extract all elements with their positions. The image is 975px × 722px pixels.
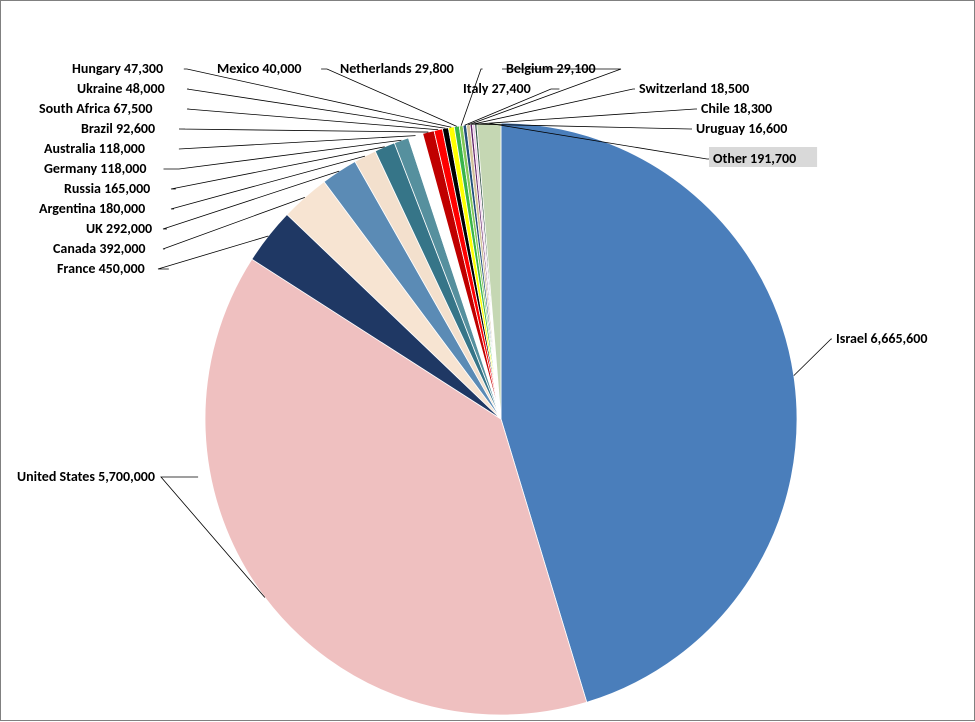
slice-label-uk: UK 292,000 [86,220,152,237]
slice-label-germany: Germany 118,000 [44,160,146,177]
slice-label-australia: Australia 118,000 [44,140,145,157]
slice-label-ukraine: Ukraine 48,000 [77,80,165,97]
slice-label-brazil: Brazil 92,600 [81,120,155,137]
slice-label-russia: Russia 165,000 [64,180,150,197]
slice-label-belgium: Belgium 29,100 [506,60,596,77]
leader-mexico [321,69,457,126]
slice-label-uruguay: Uruguay 16,600 [696,120,787,137]
chart-frame: Israel 6,665,600 United States 5,700,000 F… [0,0,975,721]
slice-label-hungary: Hungary 47,300 [72,60,163,77]
leader-netherlands [461,69,483,126]
pie-chart-svg: Israel 6,665,600 United States 5,700,000 F… [1,1,975,722]
slice-label-italy: Italy 27,400 [463,80,531,97]
slice-label-chile: Chile 18,300 [701,100,772,117]
leader-south-africa [187,109,438,130]
slice-label-france: France 450,000 [57,260,145,277]
slice-label-other: Other 191,700 [713,150,796,167]
slice-label-canada: Canada 392,000 [53,240,146,257]
leader-hungary [184,69,451,127]
slice-label-israel: Israel 6,665,600 [836,330,927,347]
slice-label-mexico: Mexico 40,000 [217,60,302,77]
slice-label-united-states: United States 5,700,000 [17,468,155,485]
leader-australia [179,136,416,149]
slice-label-switzerland: Switzerland 18,500 [639,80,749,97]
leader-israel [794,339,832,376]
slice-label-south-africa: South Africa 67,500 [39,100,152,117]
leader-brazil [179,129,428,132]
slice-label-argentina: Argentina 180,000 [39,200,145,217]
slice-label-netherlands: Netherlands 29,800 [340,60,454,77]
leader-ukraine [187,89,445,128]
